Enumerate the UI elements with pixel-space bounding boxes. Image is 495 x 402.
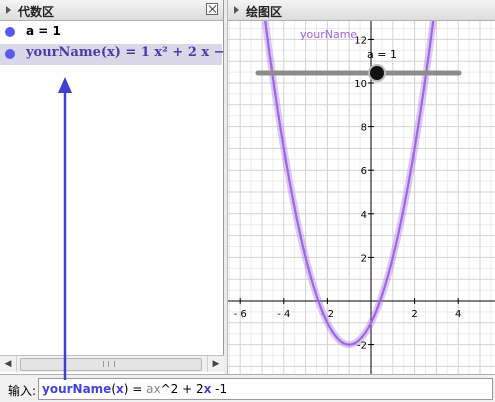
slider-label: a = 1: [367, 48, 397, 61]
x-tick-label: - 2: [321, 309, 334, 320]
y-tick-label: -2: [357, 341, 367, 352]
input-token: x: [203, 382, 212, 396]
input-token: yourName: [42, 382, 112, 396]
x-tick-label: 2: [411, 309, 417, 320]
y-tick-label: 6: [361, 166, 367, 177]
algebra-view: a = 1 yourName(x) = 1 x² + 2 x − 1: [0, 21, 238, 355]
triangle-right-icon[interactable]: [234, 6, 239, 14]
curve-label: yourName: [300, 28, 357, 41]
view-splitter[interactable]: [224, 0, 228, 374]
visibility-dot-icon[interactable]: [5, 49, 15, 59]
input-token: -1: [211, 382, 228, 396]
x-tick-label: 4: [455, 309, 461, 320]
scroll-left-icon[interactable]: ◀: [0, 356, 17, 372]
function-curve-yourname[interactable]: [261, 2, 437, 346]
y-tick-label: 4: [361, 210, 367, 221]
scroll-right-icon[interactable]: ▶: [207, 356, 224, 372]
algebra-item-a[interactable]: a = 1: [0, 22, 222, 43]
input-bar: 输入: yourName(x) = ax^2 + 2x -1: [0, 374, 495, 402]
algebra-view-header: 代数区: [0, 0, 224, 21]
triangle-right-icon[interactable]: [6, 6, 11, 14]
grid-minor: [228, 21, 495, 374]
x-tick-label: - 6: [234, 309, 247, 320]
input-token: x: [116, 382, 124, 396]
graphics-view-header: 绘图区: [228, 0, 495, 21]
input-token: ^2 + 2: [160, 382, 204, 396]
close-icon[interactable]: [206, 3, 218, 15]
algebra-item-yourname[interactable]: yourName(x) = 1 x² + 2 x − 1: [0, 44, 238, 65]
axis-ticks: - 6 - 4 - 2 2 4 12 10 8 6 4 2 -2: [234, 35, 462, 351]
x-tick-label: - 4: [277, 309, 290, 320]
visibility-dot-icon[interactable]: [5, 27, 15, 37]
input-token: =: [128, 382, 147, 396]
algebra-item-text: yourName(x) = 1 x² + 2 x − 1: [26, 45, 239, 60]
y-tick-label: 8: [361, 123, 367, 134]
slider-knob[interactable]: [370, 66, 384, 80]
input-label: 输入:: [8, 384, 37, 398]
y-tick-label: 10: [354, 79, 367, 90]
y-tick-label: 2: [361, 253, 367, 264]
algebra-hscrollbar[interactable]: ◀ ▶: [0, 355, 224, 372]
input-token: (: [111, 382, 116, 396]
input-field[interactable]: yourName(x) = ax^2 + 2x -1: [38, 378, 493, 400]
input-token: ): [123, 382, 129, 396]
graphics-view[interactable]: - 6 - 4 - 2 2 4 12 10 8 6 4 2 -2 yourName a = 1: [228, 2, 495, 374]
algebra-item-text: a = 1: [26, 24, 61, 38]
graphics-view-title: 绘图区: [246, 5, 283, 19]
scroll-thumb[interactable]: [20, 358, 202, 371]
y-tick-label: 12: [354, 35, 367, 46]
grip-icon: [103, 361, 115, 367]
input-token: ax: [146, 382, 161, 396]
algebra-view-title: 代数区: [18, 5, 55, 19]
